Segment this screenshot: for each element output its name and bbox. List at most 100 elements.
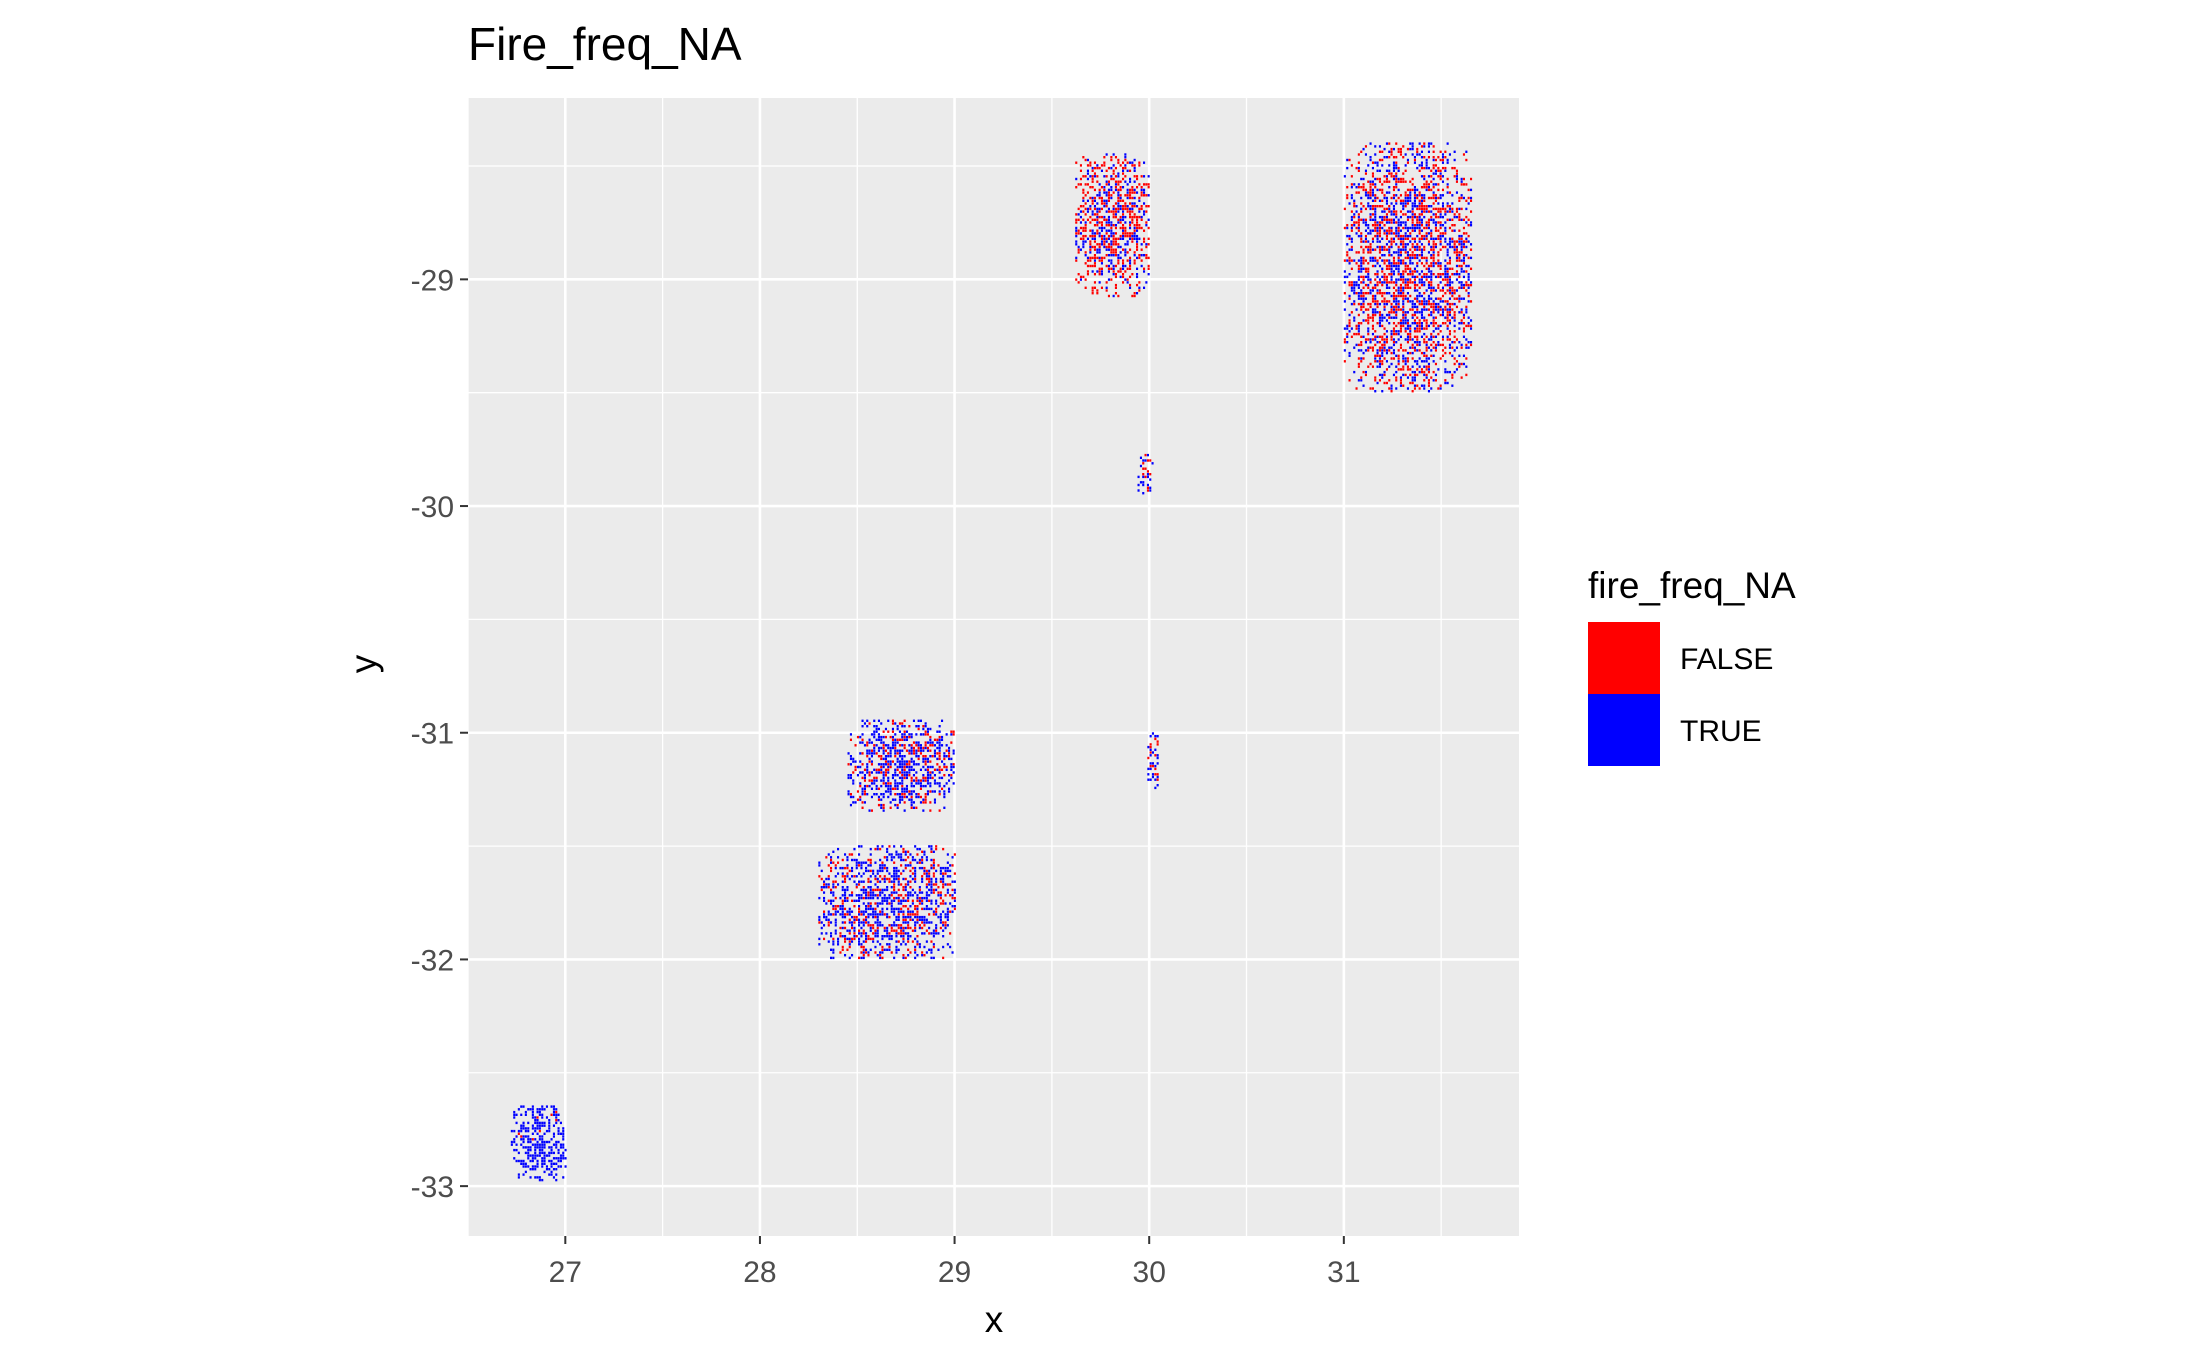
raster-cell	[858, 864, 861, 867]
raster-cell	[1458, 259, 1461, 262]
raster-cell	[1413, 327, 1416, 330]
raster-cell	[834, 913, 837, 916]
raster-cell	[538, 1129, 541, 1133]
raster-cell	[1404, 338, 1407, 341]
raster-cell	[939, 869, 942, 873]
raster-cell	[1460, 259, 1463, 262]
raster-cell	[536, 1162, 539, 1165]
raster-cell	[849, 757, 852, 761]
raster-cell	[1147, 183, 1150, 186]
raster-cell	[524, 1127, 527, 1130]
raster-cell	[1385, 292, 1388, 295]
raster-cell	[905, 795, 908, 799]
raster-cell	[536, 1140, 539, 1144]
raster-cell	[1441, 205, 1444, 208]
raster-cell	[1371, 191, 1374, 194]
raster-cell	[1441, 224, 1444, 227]
raster-cell	[541, 1105, 544, 1108]
raster-cell	[531, 1124, 534, 1127]
raster-cell	[1364, 338, 1367, 341]
raster-cell	[1378, 335, 1381, 338]
raster-cell	[520, 1124, 523, 1127]
raster-cell	[1133, 202, 1136, 205]
raster-cell	[1392, 256, 1395, 260]
raster-cell	[1453, 357, 1456, 360]
raster-cell	[846, 913, 849, 916]
raster-cell	[1416, 256, 1419, 260]
raster-cell	[1084, 202, 1087, 205]
raster-cell	[1411, 221, 1414, 224]
raster-cell	[873, 719, 876, 722]
raster-cell	[1460, 322, 1463, 325]
raster-cell	[1434, 327, 1437, 330]
raster-cell	[1406, 196, 1409, 200]
raster-cell	[1411, 365, 1414, 368]
raster-cell	[941, 738, 944, 741]
raster-cell	[890, 858, 893, 862]
raster-cell	[1437, 264, 1440, 268]
raster-cell	[911, 877, 914, 881]
raster-cell	[1425, 267, 1428, 270]
raster-cell	[1392, 232, 1395, 235]
raster-cell	[1093, 259, 1096, 262]
raster-cell	[1446, 205, 1449, 208]
raster-cell	[946, 924, 949, 927]
raster-cell	[928, 877, 931, 881]
raster-cell	[861, 741, 864, 744]
raster-cell	[1460, 270, 1463, 273]
raster-cell	[1397, 237, 1400, 240]
raster-cell	[1413, 360, 1416, 363]
raster-cell	[903, 787, 906, 790]
raster-cell	[1467, 202, 1470, 205]
raster-cell	[1381, 338, 1384, 341]
raster-cell	[1350, 248, 1353, 251]
raster-cell	[1423, 248, 1426, 251]
x-tick-label: 27	[549, 1256, 582, 1289]
raster-cell	[923, 896, 926, 900]
raster-cell	[1346, 226, 1349, 230]
raster-cell	[861, 776, 864, 780]
raster-cell	[1465, 281, 1468, 284]
raster-cell	[550, 1146, 553, 1149]
raster-cell	[1110, 251, 1113, 254]
raster-cell	[1151, 762, 1154, 765]
raster-cell	[935, 929, 938, 932]
raster-cell	[1140, 226, 1143, 230]
raster-cell	[1439, 281, 1442, 284]
raster-cell	[865, 915, 868, 919]
raster-cell	[1105, 169, 1108, 172]
raster-cell	[1427, 275, 1430, 279]
raster-cell	[1409, 191, 1412, 194]
raster-cell	[531, 1132, 534, 1135]
raster-cell	[1402, 357, 1405, 360]
raster-cell	[1409, 286, 1412, 289]
raster-cell	[1350, 283, 1353, 287]
raster-cell	[861, 763, 864, 766]
raster-cell	[851, 921, 854, 924]
raster-cell	[881, 845, 884, 848]
raster-cell	[853, 935, 856, 938]
raster-cell	[1374, 199, 1377, 202]
raster-cell	[919, 779, 922, 782]
raster-cell	[870, 755, 873, 758]
raster-cell	[938, 746, 941, 750]
raster-cell	[538, 1176, 541, 1179]
raster-cell	[873, 744, 876, 747]
raster-cell	[1360, 207, 1363, 211]
raster-cell	[1404, 278, 1407, 281]
raster-cell	[1107, 259, 1110, 262]
raster-cell	[903, 755, 906, 758]
raster-cell	[916, 921, 919, 924]
raster-cell	[1124, 180, 1127, 183]
raster-cell	[1129, 248, 1132, 251]
raster-cell	[1100, 196, 1103, 200]
raster-cell	[1462, 232, 1465, 235]
raster-cell	[1420, 283, 1423, 287]
raster-cell	[1430, 232, 1433, 235]
raster-cell	[1458, 286, 1461, 289]
raster-cell	[1381, 150, 1384, 153]
raster-cell	[867, 877, 870, 881]
raster-cell	[854, 801, 857, 804]
raster-cell	[1460, 207, 1463, 211]
raster-cell	[1409, 180, 1412, 183]
